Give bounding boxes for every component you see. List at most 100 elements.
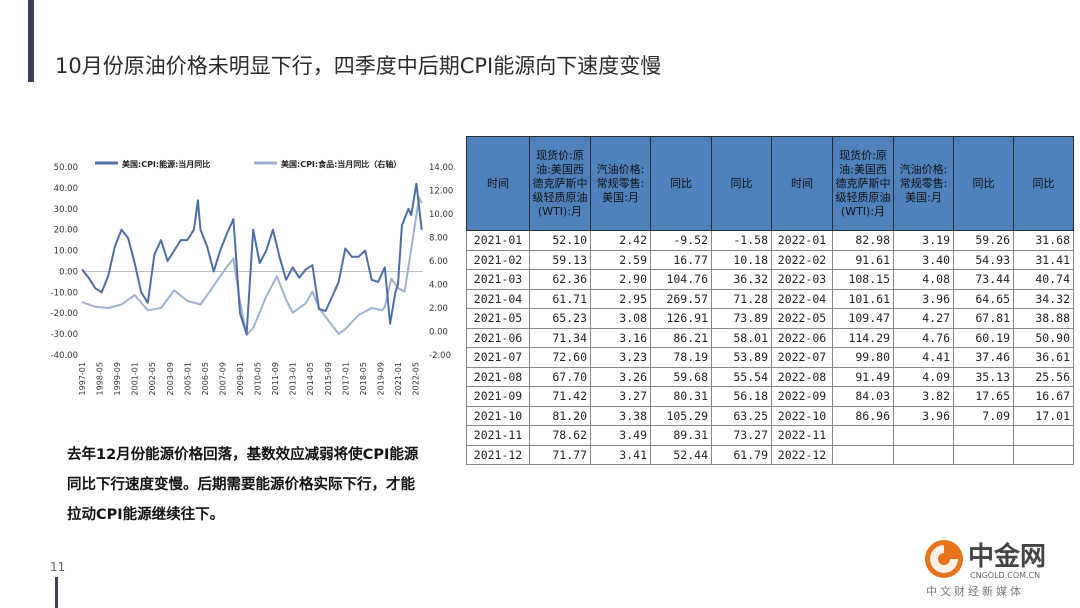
x-tick-label: 2010-05 (254, 362, 263, 395)
table-row: 2021-05 65.23 3.08 126.91 73.89 2022-05 109.47… (466, 308, 1074, 329)
table-cell: 3.96 (893, 288, 954, 309)
table-cell: 50.90 (1013, 327, 1074, 348)
table-row: 2021-08 67.70 3.26 59.68 55.54 2022-08 91.49 4.… (466, 366, 1074, 387)
y-left-tick-label: -20.00 (51, 309, 78, 319)
table-row: 2021-06 71.34 3.16 86.21 58.01 2022-06 114.29 4… (466, 327, 1074, 348)
table-cell: 53.89 (711, 347, 772, 368)
series-line-food (81, 196, 423, 336)
x-tick-label: 2017-01 (341, 362, 350, 395)
table-cell: 81.20 (529, 405, 591, 426)
table-cell: 3.40 (893, 249, 954, 270)
table-cell: 3.82 (893, 386, 954, 407)
table-cell: 59.13 (529, 249, 591, 270)
y-right-tick-label: 14.00 (429, 163, 453, 173)
table-cell: 16.67 (1013, 386, 1074, 407)
header-wti: 现货价:原油:美国西德克萨斯中级轻质原油(WTI):月 (529, 136, 591, 231)
x-tick-label: 2005-01 (183, 362, 192, 395)
table-cell: 59.26 (953, 230, 1014, 251)
page-number: 11 (50, 560, 66, 574)
x-tick-label: 2015-09 (324, 362, 333, 395)
table-cell: 3.38 (590, 405, 651, 426)
table-cell: 2021-07 (466, 347, 530, 368)
y-right-tick-label: 4.00 (429, 281, 448, 291)
table-row: 2021-04 61.71 2.95 269.57 71.28 2022-04 101.61… (466, 288, 1074, 309)
table-cell: 52.10 (529, 230, 591, 251)
y-right-tick-label: 10.00 (429, 210, 453, 220)
header-date: 时间 (466, 136, 530, 231)
table-cell: 2.90 (590, 269, 651, 290)
x-tick-label: 2014-05 (306, 362, 315, 395)
x-tick-label: 2013-01 (289, 362, 298, 395)
table-cell (953, 425, 1014, 446)
y-left-tick-label: -40.00 (51, 351, 78, 361)
table-cell: 2021-12 (466, 444, 530, 465)
table-cell: 71.77 (529, 444, 591, 465)
x-tick-label: 2011-09 (271, 362, 280, 395)
table-cell: 78.62 (529, 425, 591, 446)
table-cell: 3.19 (893, 230, 954, 251)
table-cell: 4.76 (893, 327, 954, 348)
table-cell: 4.27 (893, 308, 954, 329)
table-cell: 86.21 (650, 327, 712, 348)
table-cell: 2.42 (590, 230, 651, 251)
table-cell (893, 425, 954, 446)
header-yoy: 同比 (711, 136, 772, 231)
header-wti: 现货价:原油:美国西德克萨斯中级轻质原油(WTI):月 (832, 136, 894, 231)
table-row: 2021-10 81.20 3.38 105.29 63.25 2022-10 86.96 3… (466, 405, 1074, 426)
cngold-logo: 中金网 CNGOLD.COM.CN 中文财经新媒体 (925, 540, 1046, 598)
table-cell: 2022-07 (771, 347, 833, 368)
logo-domain-text: CNGOLD.COM.CN (970, 571, 1040, 580)
table-cell: 2021-04 (466, 288, 530, 309)
x-tick-label: 2002-05 (148, 362, 157, 395)
x-tick-label: 2006-05 (201, 362, 210, 395)
table-cell: 40.74 (1013, 269, 1074, 290)
table-cell: 58.01 (711, 327, 772, 348)
y-left-tick-label: 40.00 (54, 184, 78, 194)
table-cell: 3.23 (590, 347, 651, 368)
table-cell: 2021-08 (466, 366, 530, 387)
y-right-tick-label: 6.00 (429, 257, 448, 267)
table-cell (893, 444, 954, 465)
legend-label-energy: 美国:CPI:能源:当月同比 (122, 159, 210, 169)
header-yoy: 同比 (650, 136, 712, 231)
table-cell: 104.76 (650, 269, 712, 290)
table-cell: 2022-08 (771, 366, 833, 387)
table-cell: 64.65 (953, 288, 1014, 309)
logo-tagline: 中文财经新媒体 (926, 584, 1024, 598)
x-tick-label: 2021-01 (394, 362, 403, 395)
y-left-tick-label: -30.00 (51, 330, 78, 340)
table-cell: 2022-04 (771, 288, 833, 309)
footer-accent-bar (55, 577, 58, 608)
table-cell: 67.70 (529, 366, 591, 387)
table-cell: 36.61 (1013, 347, 1074, 368)
header-gasoline: 汽油价格:常规零售:美国:月 (893, 136, 954, 231)
table-cell: 60.19 (953, 327, 1014, 348)
y-right-tick-label: 8.00 (429, 234, 448, 244)
table-cell: 101.61 (832, 288, 894, 309)
table-header-row: 时间 现货价:原油:美国西德克萨斯中级轻质原油(WTI):月 汽油价格:常规零售… (466, 136, 1074, 231)
table-cell: 3.41 (590, 444, 651, 465)
table-cell: 2021-02 (466, 249, 530, 270)
logo-brand-text: 中金网 (968, 541, 1046, 572)
y-left-tick-label: 20.00 (54, 226, 78, 236)
y-left-tick-label: 10.00 (54, 247, 78, 257)
table-cell: -1.58 (711, 230, 772, 251)
table-cell: 37.46 (953, 347, 1014, 368)
y-right-tick-label: 0.00 (429, 328, 448, 338)
table-row: 2021-09 71.42 3.27 80.31 56.18 2022-09 84.03 3.… (466, 386, 1074, 407)
x-tick-label: 2003-09 (166, 362, 175, 395)
table-cell: 56.18 (711, 386, 772, 407)
x-tick-label: 2007-09 (218, 362, 227, 395)
table-cell: 2021-09 (466, 386, 530, 407)
table-cell: 2022-09 (771, 386, 833, 407)
table-cell: 31.41 (1013, 249, 1074, 270)
y-left-tick-label: 30.00 (54, 205, 78, 215)
table-cell: 86.96 (832, 405, 894, 426)
table-cell: 114.29 (832, 327, 894, 348)
table-cell: 89.31 (650, 425, 712, 446)
table-cell: 3.16 (590, 327, 651, 348)
table-cell: 3.08 (590, 308, 651, 329)
title-accent-bar (28, 0, 34, 82)
y-left-tick-label: 0.00 (59, 267, 78, 277)
table-cell: 2022-12 (771, 444, 833, 465)
